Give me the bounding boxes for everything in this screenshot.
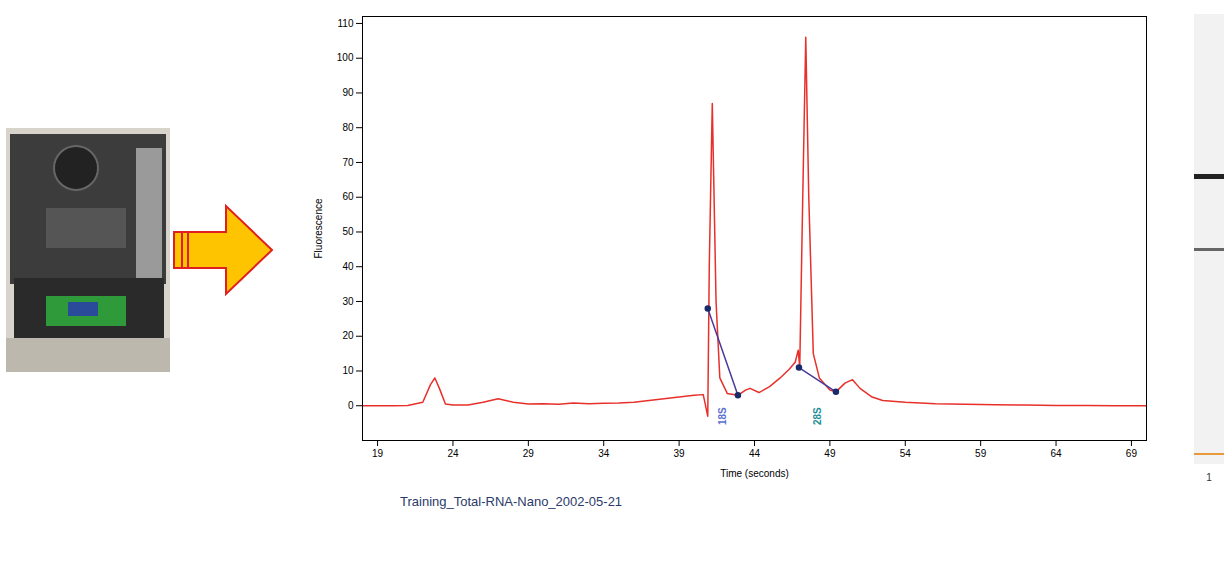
svg-text:39: 39	[674, 448, 686, 459]
svg-text:90: 90	[342, 87, 354, 98]
html-text:Training_Total-RNA-Nano_2002-0: Training_Total-RNA-Nano_2002-05-21	[400, 494, 623, 509]
svg-text:Time (seconds): Time (seconds)	[720, 468, 789, 479]
svg-text:24: 24	[447, 448, 459, 459]
svg-text:70: 70	[342, 157, 354, 168]
svg-text:29: 29	[523, 448, 535, 459]
svg-text:54: 54	[900, 448, 912, 459]
svg-text:110: 110	[338, 18, 354, 29]
svg-text:40: 40	[342, 261, 354, 272]
svg-text:10: 10	[342, 365, 354, 376]
svg-text:19: 19	[372, 448, 384, 459]
svg-text:60: 60	[342, 191, 354, 202]
svg-text:50: 50	[342, 226, 354, 237]
svg-text:59: 59	[975, 448, 987, 459]
svg-text:28S: 28S	[812, 407, 823, 425]
svg-text:20: 20	[342, 330, 354, 341]
svg-text:64: 64	[1050, 448, 1062, 459]
svg-text:18S: 18S	[717, 407, 728, 425]
svg-text:100: 100	[337, 52, 354, 63]
svg-text:0: 0	[348, 400, 354, 411]
svg-text:30: 30	[342, 296, 354, 307]
svg-text:1: 1	[1206, 472, 1212, 483]
svg-text:69: 69	[1126, 448, 1138, 459]
svg-text:44: 44	[749, 448, 761, 459]
svg-text:Fluorescence: Fluorescence	[313, 198, 324, 258]
svg-text:80: 80	[342, 122, 354, 133]
svg-text:49: 49	[824, 448, 836, 459]
svg-text:34: 34	[598, 448, 610, 459]
